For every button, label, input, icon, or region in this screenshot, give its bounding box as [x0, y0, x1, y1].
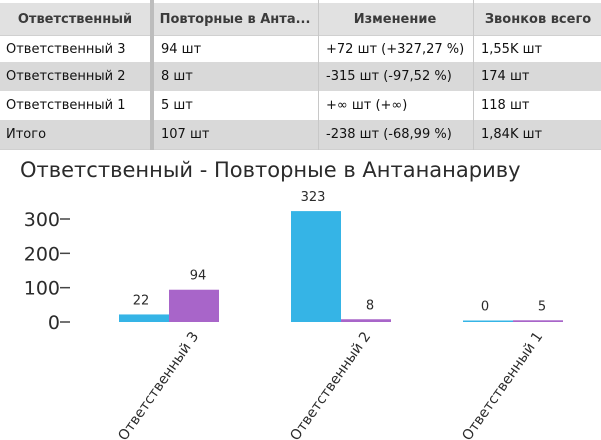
- table-row[interactable]: Ответственный 1 5 шт +∞ шт (+∞) 118 шт: [0, 91, 601, 120]
- column-resize-handle[interactable]: [150, 0, 154, 150]
- table-row[interactable]: Ответственный 3 94 шт +72 шт (+327,27 %)…: [0, 35, 601, 64]
- cell-repeat: 94 шт: [161, 42, 202, 57]
- bar[interactable]: [169, 289, 219, 322]
- y-tick-label: 300: [24, 209, 60, 231]
- cell-change: +72 шт (+327,27 %): [326, 42, 465, 57]
- data-table: Ответственный Повторные в Анта... Измене…: [0, 0, 601, 150]
- x-category-label: Ответственный 1: [459, 329, 546, 440]
- y-tick-label: 0: [48, 312, 60, 334]
- table-row[interactable]: Ответственный 2 8 шт -315 шт (-97,52 %) …: [0, 62, 601, 91]
- data-label: 5: [538, 299, 546, 314]
- total-change: -238 шт (-68,99 %): [326, 127, 452, 142]
- cell-calls: 118 шт: [481, 98, 530, 113]
- bar-chart-panel: Ответственный - Повторные в Антананариву…: [0, 150, 601, 440]
- data-label: 94: [190, 269, 207, 284]
- bar[interactable]: [119, 314, 169, 322]
- column-divider[interactable]: [473, 0, 474, 150]
- cell-calls: 1,55K шт: [481, 42, 543, 57]
- column-header-responsible[interactable]: Ответственный: [17, 11, 133, 27]
- cell-responsible: Ответственный 2: [6, 69, 126, 84]
- row-divider: [0, 149, 601, 150]
- table-total-row: Итого 107 шт -238 шт (-68,99 %) 1,84K шт: [0, 120, 601, 149]
- y-tick-label: 200: [24, 243, 60, 265]
- total-calls: 1,84K шт: [481, 127, 543, 142]
- column-header-calls[interactable]: Звонков всего: [484, 11, 592, 27]
- data-label: 323: [301, 190, 326, 205]
- cell-calls: 174 шт: [481, 69, 530, 84]
- x-category-label: Ответственный 2: [287, 329, 374, 440]
- row-divider: [0, 35, 601, 36]
- bar[interactable]: [513, 320, 563, 322]
- cell-repeat: 5 шт: [161, 98, 193, 113]
- cell-responsible: Ответственный 3: [6, 42, 126, 57]
- data-label: 8: [366, 298, 374, 313]
- column-header-change[interactable]: Изменение: [353, 11, 437, 27]
- bar-chart: 300 200 100 0 22 94 Ответственный 3 323 8 Ответст…: [24, 190, 563, 440]
- total-label: Итого: [6, 127, 47, 142]
- total-repeat: 107 шт: [161, 127, 210, 142]
- column-divider[interactable]: [318, 0, 319, 150]
- cell-change: +∞ шт (+∞): [326, 98, 408, 113]
- bar[interactable]: [463, 320, 513, 323]
- cell-repeat: 8 шт: [161, 69, 193, 84]
- data-label: 0: [481, 300, 489, 315]
- chart-title: Ответственный - Повторные в Антананариву: [20, 158, 521, 182]
- data-label: 22: [133, 293, 150, 308]
- bar[interactable]: [341, 319, 391, 322]
- cell-responsible: Ответственный 1: [6, 98, 126, 113]
- bar[interactable]: [291, 211, 341, 322]
- y-tick-label: 100: [24, 278, 60, 300]
- column-header-repeat[interactable]: Повторные в Анта...: [159, 11, 311, 27]
- cell-change: -315 шт (-97,52 %): [326, 69, 452, 84]
- table-header: Ответственный Повторные в Анта... Измене…: [0, 3, 601, 35]
- x-category-label: Ответственный 3: [115, 329, 202, 440]
